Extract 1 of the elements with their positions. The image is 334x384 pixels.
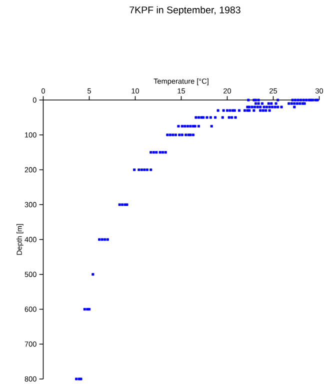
chart-title: 7KPF in September, 1983 xyxy=(130,6,240,16)
